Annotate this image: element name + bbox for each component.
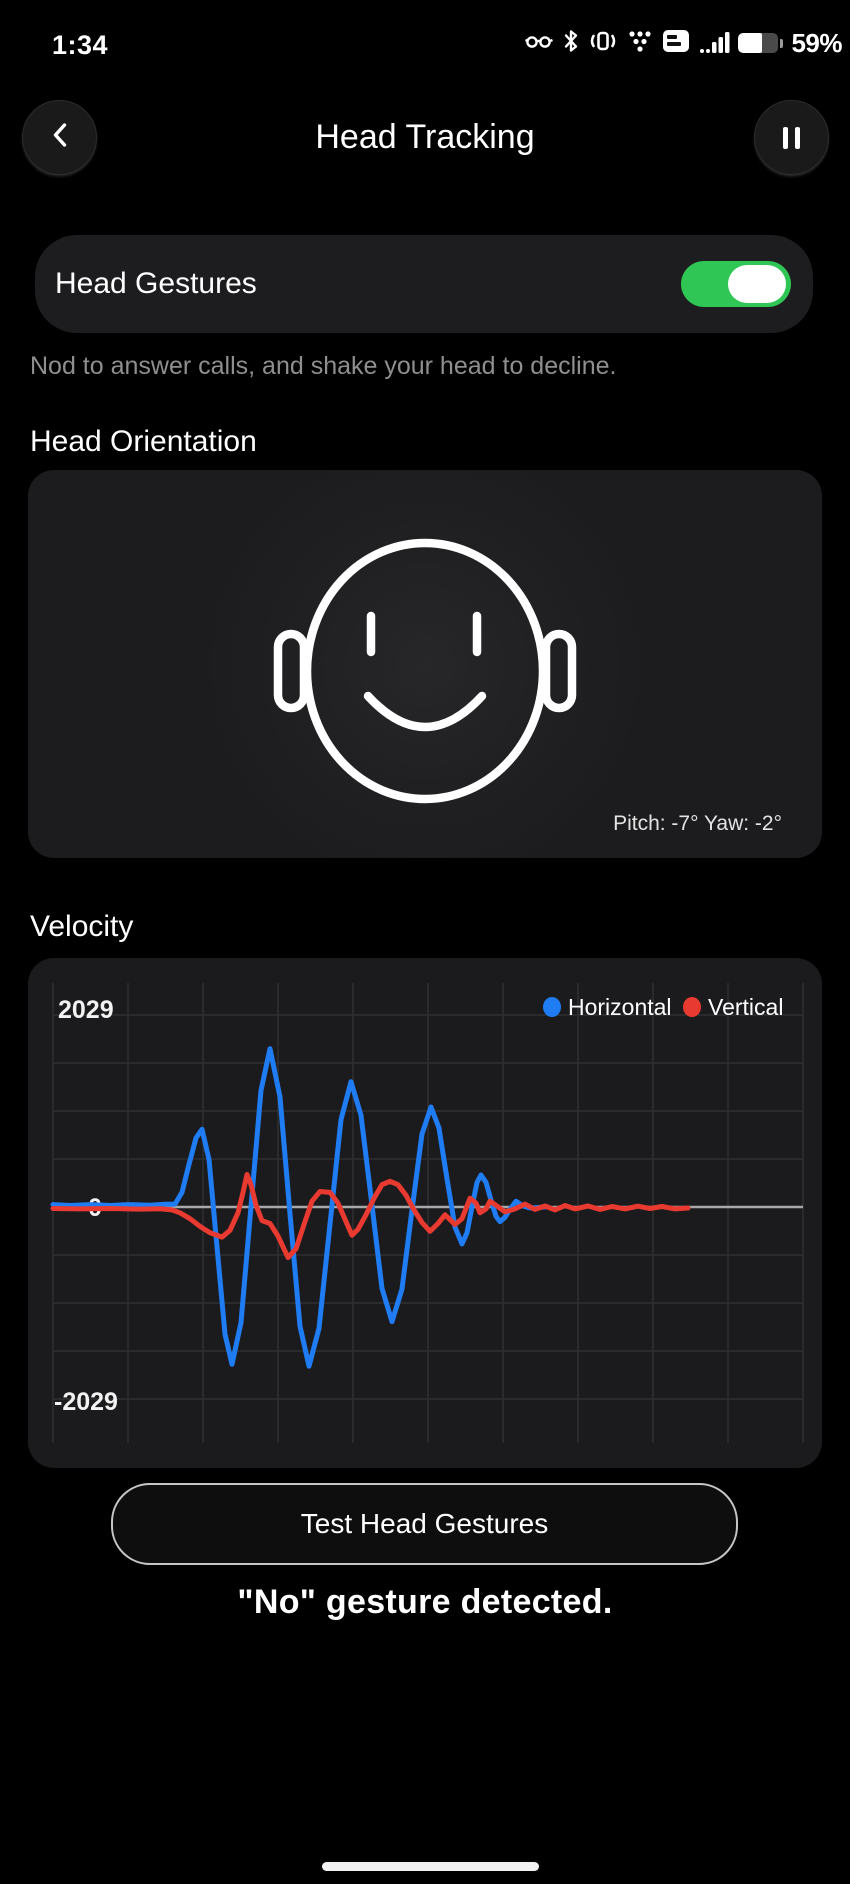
test-head-gestures-button[interactable]: Test Head Gestures [111,1483,738,1565]
velocity-heading: Velocity [30,910,134,943]
pause-button[interactable] [754,100,829,175]
toggle-knob [728,265,786,303]
battery-tip [780,38,784,48]
home-indicator[interactable] [322,1862,539,1871]
back-button[interactable] [22,100,97,175]
y-axis-tick: -2029 [54,1388,118,1416]
pause-icon [783,126,800,149]
pitch-yaw-readout: Pitch: -7° Yaw: -2° [613,812,782,835]
signal-bars-icon [698,28,730,59]
volte-dots-icon [626,28,654,59]
y-axis-tick: 2029 [58,996,114,1024]
vowifi-badge-icon [662,29,690,58]
head-gestures-card: Head Gestures [35,235,813,333]
legend-dot [543,997,561,1017]
head-gestures-label: Head Gestures [55,267,257,300]
bluetooth-icon [562,28,580,59]
legend-dot [683,997,701,1017]
vibrate-icon [588,28,618,59]
head-orientation-heading: Head Orientation [30,425,257,458]
series-vertical [50,1172,691,1260]
head-gestures-description: Nod to answer calls, and shake your head… [30,352,617,380]
test-button-label: Test Head Gestures [300,1508,549,1539]
velocity-chart-card: 2029 0 -2029 Horizontal Vertical [28,958,822,1468]
legend-label: Vertical [708,994,783,1020]
eye-comfort-icon [524,30,554,57]
legend-label: Horizontal [568,994,672,1020]
head-face-illustration [273,538,577,804]
page-title: Head Tracking [315,118,535,156]
gesture-status-text: "No" gesture detected. [237,1583,613,1621]
back-chevron-icon [49,120,71,155]
battery-icon [738,33,779,53]
head-orientation-card: Pitch: -7° Yaw: -2° [28,470,822,858]
status-time: 1:34 [52,30,109,60]
status-icon-tray: 59% [524,26,842,60]
head-gestures-toggle[interactable] [681,261,791,307]
battery-percent: 59% [791,27,842,58]
